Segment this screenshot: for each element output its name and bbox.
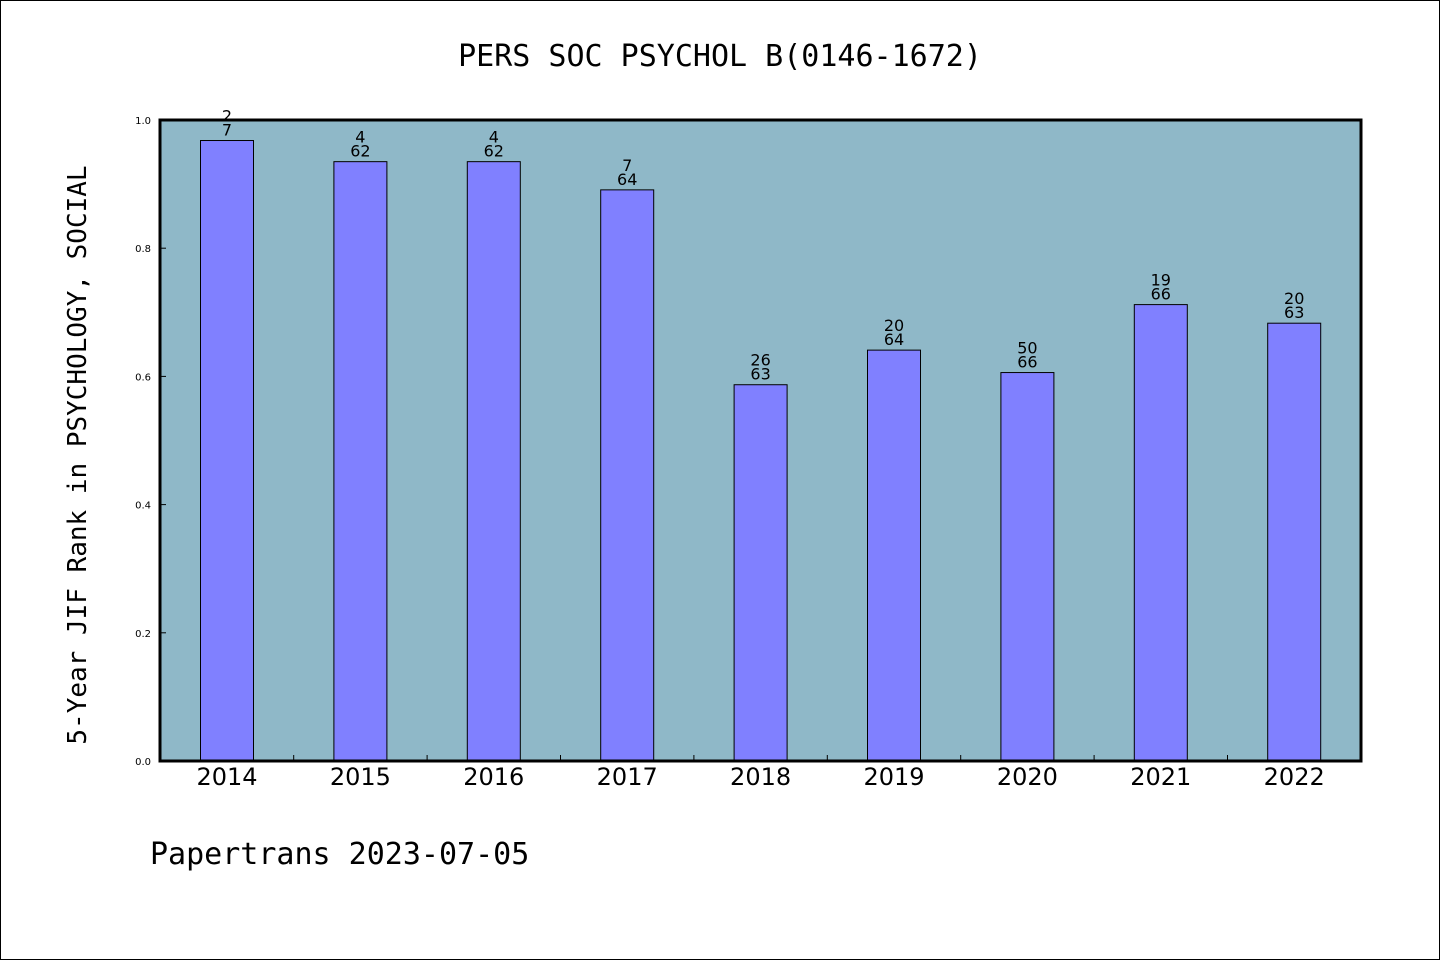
bar-2018 — [733, 384, 788, 762]
bar-total-label-2020: 66 — [1017, 353, 1037, 372]
x-tick-label-2014: 2014 — [196, 763, 257, 791]
y-tick-label: 0.0 — [135, 757, 151, 768]
bars-layer — [200, 140, 1322, 762]
x-tick-label-2015: 2015 — [330, 763, 391, 791]
bar-2017 — [600, 189, 655, 762]
bar-total-label-2021: 66 — [1151, 285, 1171, 304]
bar-2015 — [333, 161, 388, 762]
y-tick-label: 0.4 — [135, 501, 151, 512]
bar-2019 — [867, 349, 921, 762]
bar-rank-label-2022: 20 — [1284, 289, 1304, 308]
bar-total-label-2019: 64 — [884, 330, 904, 349]
bar-rank-label-2021: 19 — [1151, 271, 1171, 290]
y-tick-label: 0.6 — [135, 372, 151, 383]
x-tick-label-2022: 2022 — [1264, 763, 1325, 791]
x-tick-label-2020: 2020 — [997, 763, 1058, 791]
bar-rank-label-2019: 20 — [884, 316, 904, 335]
x-tick-label-2017: 2017 — [597, 763, 658, 791]
bar-total-label-2014: 7 — [222, 121, 232, 140]
x-axis-ticks: 2014 2015 2016 2017 2018 2019 2020 2021 2022 — [196, 755, 1325, 791]
y-tick-label: 1.0 — [135, 116, 151, 127]
y-tick-label: 0.2 — [135, 629, 151, 640]
bar-2021 — [1133, 304, 1188, 762]
x-tick-label-2019: 2019 — [863, 763, 924, 791]
y-axis-label: 5-Year JIF Rank in PSYCHOLOGY, SOCIAL — [63, 165, 93, 744]
bar-total-label-2016: 62 — [484, 142, 504, 161]
bar-2022 — [1267, 322, 1322, 762]
bar-2016 — [466, 161, 521, 762]
bar-rank-label-2016: 4 — [489, 128, 499, 147]
bar-total-label-2017: 64 — [617, 170, 637, 189]
bar-rank-label-2014: 2 — [222, 107, 232, 126]
bar-total-label-2018: 63 — [750, 365, 770, 384]
bar-rank-label-2015: 4 — [355, 128, 365, 147]
chart-title: PERS SOC PSYCHOL B(0146-1672) — [458, 39, 982, 74]
x-tick-label-2021: 2021 — [1130, 763, 1191, 791]
bar-total-label-2022: 63 — [1284, 303, 1304, 322]
bar-total-label-2015: 62 — [350, 142, 370, 161]
x-tick-label-2016: 2016 — [463, 763, 524, 791]
bar-rank-label-2018: 26 — [750, 351, 770, 370]
bar-2014 — [200, 140, 254, 762]
footer-source-date: Papertrans 2023-07-05 — [150, 837, 529, 872]
bar-2020 — [1000, 372, 1055, 762]
bar-rank-label-2020: 50 — [1017, 339, 1037, 358]
y-tick-label: 0.8 — [135, 244, 151, 255]
plot-border — [158, 118, 1363, 763]
bar-rank-label-2017: 7 — [622, 156, 632, 175]
x-tick-label-2018: 2018 — [730, 763, 791, 791]
